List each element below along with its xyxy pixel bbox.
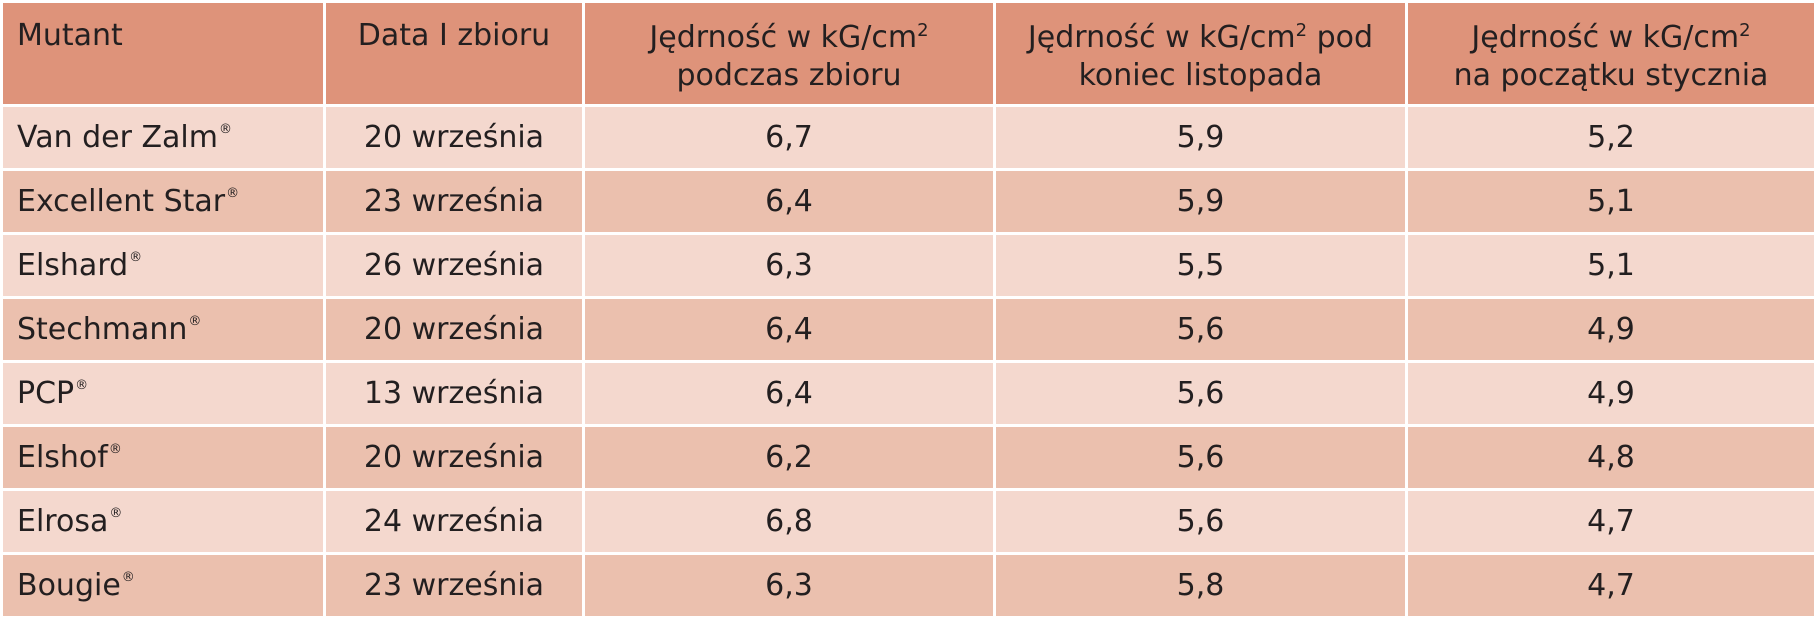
header-date: Data I zbioru [325,2,584,106]
header-harvest-superscript: 2 [917,20,928,41]
cell-november: 5,6 [995,426,1407,490]
header-row: Mutant Data I zbioru Jędrność w kG/cm2 p… [2,2,1814,106]
cell-november: 5,9 [995,170,1407,234]
table-row: Van der Zalm® 20 września 6,7 5,9 5,2 [2,106,1814,170]
table-row: Elshard® 26 września 6,3 5,5 5,1 [2,234,1814,298]
header-november-superscript: 2 [1296,20,1307,41]
table-row: Excellent Star® 23 września 6,4 5,9 5,1 [2,170,1814,234]
cell-january: 4,7 [1407,490,1814,554]
cell-mutant: Stechmann® [2,298,325,362]
table-row: Stechmann® 20 września 6,4 5,6 4,9 [2,298,1814,362]
cell-january: 4,7 [1407,554,1814,618]
cell-mutant: Elshof® [2,426,325,490]
cell-date: 26 września [325,234,584,298]
cell-date: 24 września [325,490,584,554]
mutant-name: Excellent Star [17,184,225,219]
table-row: PCP® 13 września 6,4 5,6 4,9 [2,362,1814,426]
header-november-line2: koniec listopada [996,57,1405,95]
cell-date: 20 września [325,426,584,490]
cell-january: 5,1 [1407,234,1814,298]
mutant-name: Elrosa [17,504,108,539]
cell-date: 23 września [325,170,584,234]
cell-november: 5,5 [995,234,1407,298]
cell-january: 4,9 [1407,362,1814,426]
cell-january: 4,8 [1407,426,1814,490]
mutant-name: Bougie [17,568,121,603]
registered-mark: ® [122,570,135,585]
registered-mark: ® [109,506,122,521]
header-january-line1: Jędrność w kG/cm [1471,20,1739,55]
registered-mark: ® [226,186,239,201]
cell-november: 5,8 [995,554,1407,618]
cell-november: 5,9 [995,106,1407,170]
cell-mutant: Excellent Star® [2,170,325,234]
cell-date: 23 września [325,554,584,618]
header-january-line2: na początku stycznia [1408,57,1814,95]
cell-january: 4,9 [1407,298,1814,362]
registered-mark: ® [109,442,122,457]
header-november-firmness: Jędrność w kG/cm2 pod koniec listopada [995,2,1407,106]
table-row: Elshof® 20 września 6,2 5,6 4,8 [2,426,1814,490]
cell-harvest: 6,3 [584,234,995,298]
header-november-line1-post: pod [1307,20,1373,55]
cell-mutant: Elshard® [2,234,325,298]
registered-mark: ® [219,122,232,137]
cell-date: 20 września [325,298,584,362]
cell-harvest: 6,8 [584,490,995,554]
cell-date: 13 września [325,362,584,426]
mutant-name: Elshof [17,440,108,475]
mutant-name: PCP [17,376,74,411]
header-mutant: Mutant [2,2,325,106]
cell-november: 5,6 [995,298,1407,362]
header-november-line1: Jędrność w kG/cm [1028,20,1296,55]
cell-harvest: 6,2 [584,426,995,490]
cell-january: 5,2 [1407,106,1814,170]
header-harvest-line1: Jędrność w kG/cm [649,20,917,55]
cell-harvest: 6,7 [584,106,995,170]
cell-date: 20 września [325,106,584,170]
header-january-superscript: 2 [1739,20,1750,41]
cell-harvest: 6,4 [584,170,995,234]
header-harvest-firmness: Jędrność w kG/cm2 podczas zbioru [584,2,995,106]
table-row: Elrosa® 24 września 6,8 5,6 4,7 [2,490,1814,554]
cell-mutant: PCP® [2,362,325,426]
header-january-firmness: Jędrność w kG/cm2 na początku stycznia [1407,2,1814,106]
cell-november: 5,6 [995,490,1407,554]
registered-mark: ® [129,250,142,265]
cell-mutant: Bougie® [2,554,325,618]
mutant-name: Stechmann [17,312,187,347]
cell-mutant: Elrosa® [2,490,325,554]
header-harvest-line2: podczas zbioru [585,57,993,95]
cell-mutant: Van der Zalm® [2,106,325,170]
mutant-name: Van der Zalm [17,120,218,155]
cell-harvest: 6,4 [584,362,995,426]
table-row: Bougie® 23 września 6,3 5,8 4,7 [2,554,1814,618]
mutant-name: Elshard [17,248,128,283]
cell-harvest: 6,4 [584,298,995,362]
registered-mark: ® [188,314,201,329]
registered-mark: ® [75,378,88,393]
cell-harvest: 6,3 [584,554,995,618]
cell-november: 5,6 [995,362,1407,426]
cell-january: 5,1 [1407,170,1814,234]
